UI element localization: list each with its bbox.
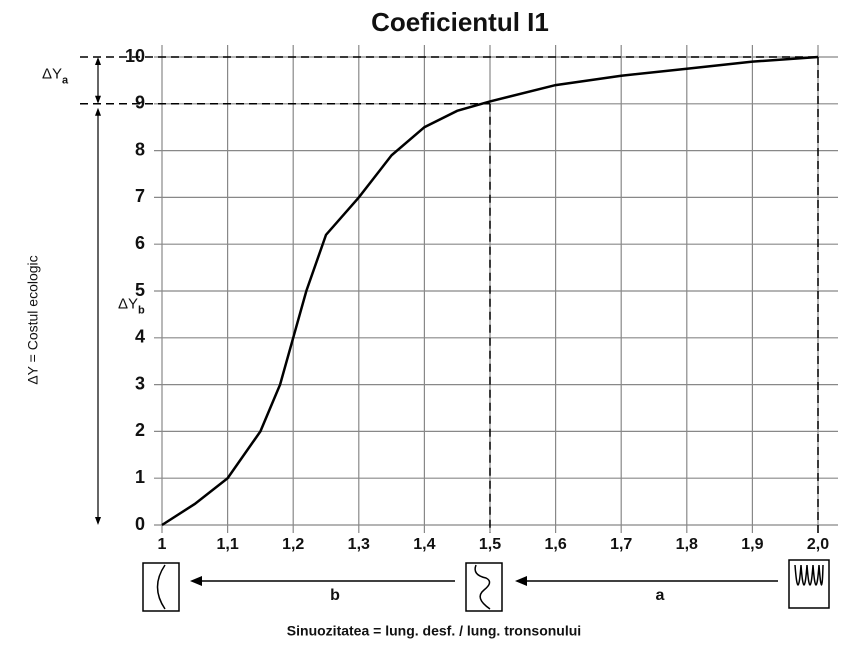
x-tick-label: 1,9 (741, 536, 763, 553)
arrow-label: b (330, 587, 340, 604)
y-tick-label: 4 (135, 327, 145, 347)
arrowhead (190, 576, 202, 586)
x-tick-label: 1,2 (282, 536, 304, 553)
icons (142, 559, 830, 612)
x-tick-label: 2,0 (807, 536, 829, 553)
x-tick-label: 1 (158, 536, 167, 553)
icon-box (142, 562, 180, 612)
y-axis-label: ΔY = Costul ecologic (25, 255, 41, 384)
y-tick-label: 7 (135, 186, 145, 206)
arrow-label: a (656, 587, 665, 604)
arrowhead (95, 95, 101, 104)
y-tick-label: 6 (135, 233, 145, 253)
x-tick-label: 1,8 (676, 536, 698, 553)
y-tick-label: 3 (135, 373, 145, 393)
arrowhead (515, 576, 527, 586)
icon-box (465, 562, 503, 612)
arrowhead (95, 57, 101, 65)
x-tick-label: 1,3 (348, 536, 370, 553)
y-tick-label: 5 (135, 280, 145, 300)
y-tick-label: 10 (125, 46, 145, 66)
y-tick-label: 2 (135, 420, 145, 440)
y-tick-label: 0 (135, 514, 145, 534)
y-tick-label: 8 (135, 139, 145, 159)
arrowhead (95, 107, 101, 116)
x-tick-label: 1,1 (216, 536, 238, 553)
icon-curve (474, 564, 491, 610)
y-tick-label: 9 (135, 93, 145, 113)
annotation-sub: a (62, 74, 69, 86)
annotation-text: ΔY (118, 295, 138, 312)
x-tick-label: 1,5 (479, 536, 501, 553)
annotation-sub: b (138, 304, 145, 316)
x-tick-label: 1,7 (610, 536, 632, 553)
annotation-text: ΔY (42, 65, 62, 82)
y-tick-label: 1 (135, 467, 145, 487)
icon-curve (156, 564, 166, 610)
x-tick-label: 1,6 (544, 536, 566, 553)
arrowheads (190, 576, 527, 586)
curve (161, 55, 819, 527)
icon-curve (794, 564, 824, 586)
annotation: ΔYa (42, 65, 69, 86)
annotation: ΔYb (118, 295, 145, 316)
icon-box (788, 559, 830, 609)
x-tick-label: 1,4 (413, 536, 435, 553)
arrowhead (95, 517, 101, 525)
chart-title: Coeficientul I1 (371, 7, 549, 37)
x-axis-label: Sinuozitatea = lung. desf. / lung. trons… (287, 623, 581, 639)
